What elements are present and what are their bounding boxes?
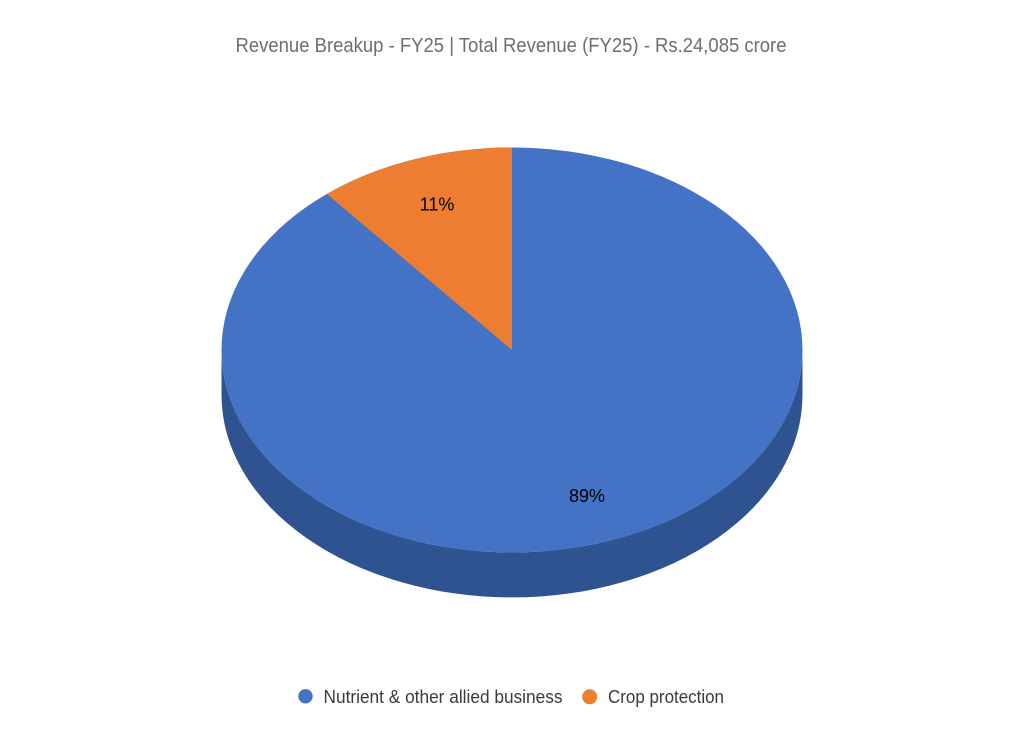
svg-text:89%: 89%: [569, 486, 605, 506]
svg-text:Nutrient & other allied busine: Nutrient & other allied business: [324, 687, 563, 707]
svg-text:Crop protection: Crop protection: [608, 687, 724, 707]
svg-text:Revenue Breakup - FY25 | Total: Revenue Breakup - FY25 | Total Revenue (…: [236, 34, 787, 57]
svg-text:11%: 11%: [420, 195, 455, 215]
